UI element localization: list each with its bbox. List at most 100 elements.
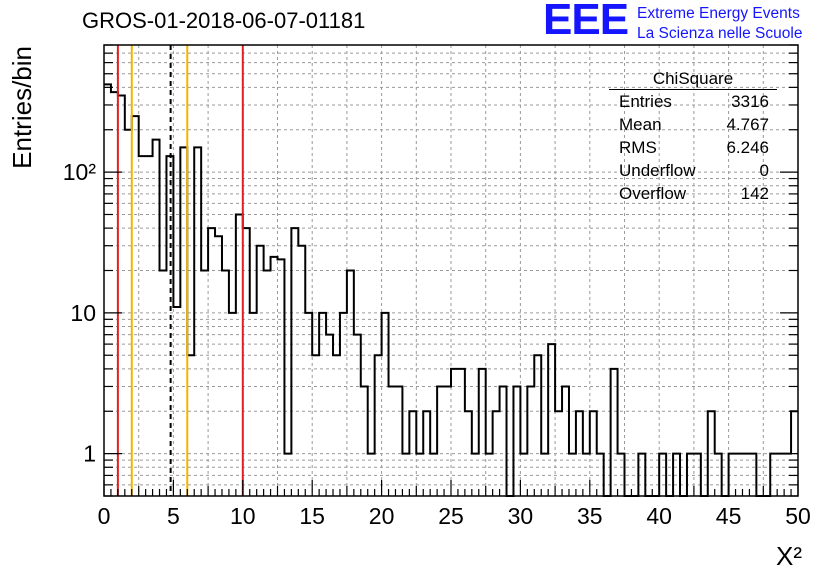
chart-title: GROS-01-2018-06-07-01181 — [82, 8, 366, 33]
stats-label: Overflow — [619, 184, 687, 203]
histogram-bars — [104, 83, 798, 497]
histogram-bin — [146, 156, 153, 496]
x-tick-label: 20 — [369, 503, 395, 529]
histogram-bin — [486, 454, 493, 496]
histogram-bin — [271, 257, 278, 496]
x-tick-label: 0 — [98, 503, 111, 529]
histogram-bin — [472, 454, 479, 496]
x-tick-label: 50 — [785, 503, 811, 529]
histogram-bin — [562, 386, 569, 496]
logo-line-1: Extreme Energy Events — [637, 5, 800, 22]
histogram-bin — [243, 228, 250, 496]
stats-label: RMS — [619, 138, 657, 157]
histogram-bin — [520, 454, 527, 496]
grid-lines — [103, 44, 799, 497]
histogram-bin — [687, 454, 694, 496]
x-tick-label: 10 — [230, 503, 256, 529]
histogram-bin — [611, 369, 618, 496]
stats-row-entries: Entries 3316 — [609, 90, 777, 113]
x-tick-label: 5 — [167, 503, 180, 529]
histogram-bin — [742, 454, 749, 496]
histogram-bin — [340, 313, 347, 496]
x-tick-label: 45 — [716, 503, 742, 529]
stats-value: 3316 — [731, 92, 769, 111]
histogram-bin — [576, 411, 583, 496]
histogram-bin — [729, 454, 736, 496]
histogram-bin — [125, 130, 132, 496]
stats-value: 142 — [740, 184, 769, 203]
histogram-bin — [194, 147, 201, 496]
stats-value: 6.246 — [726, 138, 769, 157]
histogram-bin — [139, 156, 146, 496]
histogram-bin — [708, 411, 715, 496]
histogram-bin — [409, 411, 416, 496]
histogram-bin — [354, 335, 361, 496]
histogram-bin — [777, 454, 784, 496]
histogram-bin — [479, 369, 486, 496]
histogram-bin — [736, 454, 743, 496]
stats-row-rms: RMS 6.246 — [609, 136, 777, 159]
histogram-bin — [618, 454, 625, 496]
histogram-bin — [458, 369, 465, 496]
stats-label: Entries — [619, 92, 672, 111]
histogram-bin — [291, 228, 298, 496]
stats-title: ChiSquare — [609, 68, 777, 90]
histogram-bin — [305, 313, 312, 496]
histogram-bin — [229, 313, 236, 496]
histogram-bin — [236, 214, 243, 496]
eee-logo-mark: EEE — [543, 0, 629, 44]
histogram-bin — [389, 386, 396, 496]
histogram-bin — [437, 386, 444, 496]
histogram-bin — [590, 411, 597, 496]
histogram-bin — [298, 246, 305, 496]
histogram-bin — [278, 259, 285, 496]
histogram-bin — [382, 313, 389, 496]
histogram-bin — [187, 355, 194, 496]
histogram-bin — [548, 344, 555, 496]
histogram-bin — [527, 386, 534, 496]
histogram-bin — [534, 355, 541, 496]
x-axis-label: X² — [776, 541, 802, 571]
histogram-bin — [555, 411, 562, 496]
histogram-bin — [180, 147, 187, 496]
histogram-bin — [173, 307, 180, 496]
histogram-bin — [257, 246, 264, 496]
stats-label: Underflow — [619, 161, 696, 180]
axes: 0 5 10 15 20 25 30 35 40 45 50 1 10 10² — [63, 44, 811, 529]
histogram-bin — [694, 454, 701, 496]
histogram-bin — [368, 454, 375, 496]
histogram-bin — [361, 386, 368, 496]
histogram-bin — [402, 454, 409, 496]
histogram-bin — [153, 140, 160, 496]
histogram-bin — [132, 116, 139, 496]
y-tick-label: 10 — [70, 300, 96, 326]
histogram-bin — [659, 454, 666, 496]
histogram-bin — [770, 454, 777, 496]
histogram-bin — [638, 454, 645, 496]
histogram-bin — [465, 411, 472, 496]
x-tick-label: 25 — [438, 503, 464, 529]
histogram-bin — [326, 335, 333, 496]
histogram-bin — [375, 355, 382, 496]
stats-row-overflow: Overflow 142 — [609, 182, 777, 205]
stats-label: Mean — [619, 115, 662, 134]
histogram-bin — [264, 271, 271, 497]
x-tick-label: 35 — [577, 503, 603, 529]
histogram-outline — [104, 83, 798, 497]
histogram-bin — [201, 271, 208, 497]
histogram-bin — [715, 454, 722, 496]
stats-row-underflow: Underflow 0 — [609, 159, 777, 182]
histogram-bin — [430, 454, 437, 496]
histogram-bin — [416, 454, 423, 496]
histogram-bin — [673, 454, 680, 496]
histogram-bin — [160, 271, 167, 497]
logo-line-2: La Scienza nelle Scuole — [637, 25, 803, 42]
stats-value: 4.767 — [726, 115, 769, 134]
histogram-bin — [333, 355, 340, 496]
stats-box: ChiSquare Entries 3316 Mean 4.767 RMS 6.246… — [609, 68, 777, 205]
x-tick-label: 15 — [299, 503, 325, 529]
histogram-bin — [208, 228, 215, 496]
histogram-bin — [541, 454, 548, 496]
histogram-bin — [569, 454, 576, 496]
